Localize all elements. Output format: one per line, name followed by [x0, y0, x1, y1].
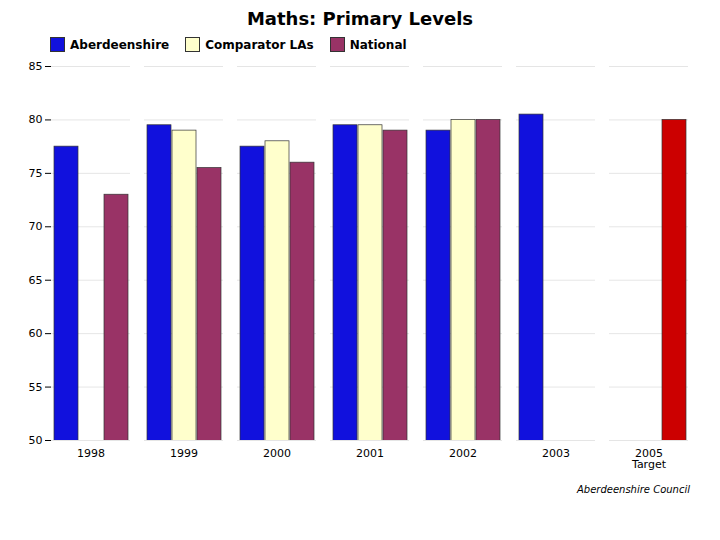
svg-text:2003: 2003 — [542, 447, 570, 460]
html-text:National: National — [349, 37, 407, 52]
svg-text:65: 65 — [29, 274, 43, 287]
svg-text:2000: 2000 — [263, 447, 291, 460]
html-text:Aberdeenshire: Aberdeenshire — [70, 37, 170, 52]
svg-text:2005Target: 2005Target — [631, 447, 667, 471]
svg-text:1999: 1999 — [170, 447, 198, 460]
svg-text:2001: 2001 — [356, 447, 384, 460]
svg-text:1998: 1998 — [77, 447, 105, 460]
svg-text:2002: 2002 — [449, 447, 477, 460]
svg-text:70: 70 — [29, 220, 43, 233]
html-text:Maths: Primary Levels: Maths: Primary Levels — [246, 8, 474, 29]
svg-text:75: 75 — [29, 167, 43, 180]
html-text:Aberdeenshire Council: Aberdeenshire Council — [577, 484, 690, 495]
html-text:Comparator LAs: Comparator LAs — [205, 37, 314, 52]
svg-text:80: 80 — [29, 113, 43, 126]
svg-text:60: 60 — [29, 327, 43, 340]
svg-text:50: 50 — [29, 434, 43, 447]
svg-text:55: 55 — [29, 381, 43, 394]
svg-text:85: 85 — [29, 60, 43, 73]
